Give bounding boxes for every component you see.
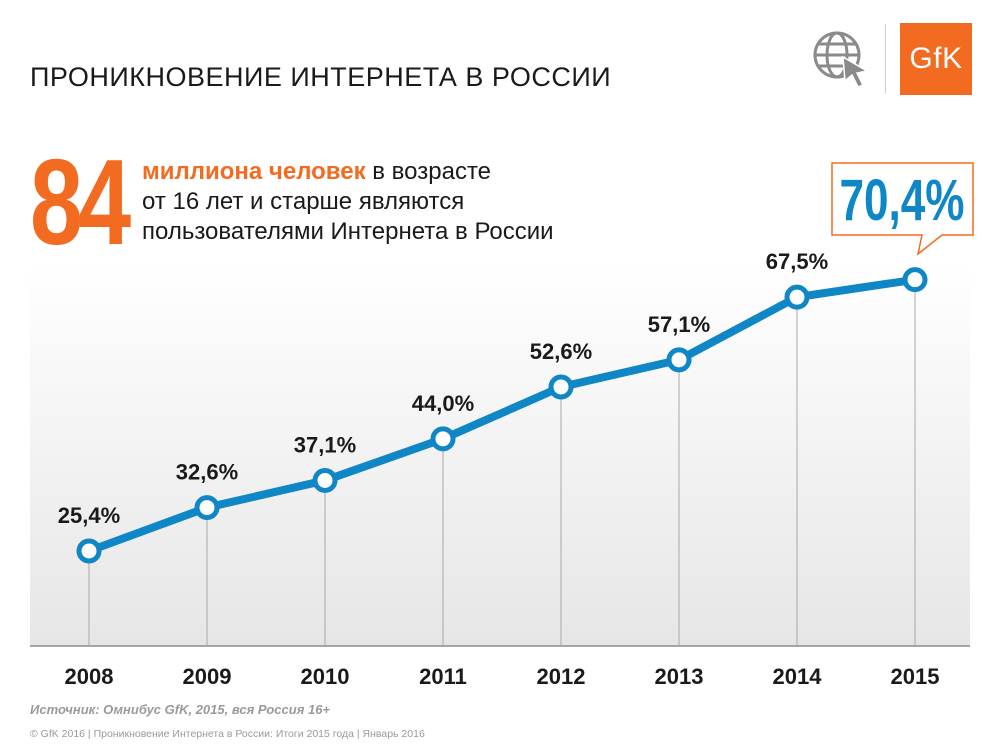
callout-box — [831, 162, 974, 256]
source-note: Источник: Омнибус GfK, 2015, вся Россия … — [30, 702, 331, 717]
data-point-2011 — [430, 426, 456, 452]
headline-line-2: от 16 лет и старше являются — [142, 188, 465, 215]
data-label-2011: 44,0% — [412, 391, 474, 416]
gfk-logo: GfK — [900, 23, 972, 95]
callout-value: 70,4% — [840, 168, 965, 233]
globe-cursor-icon — [813, 31, 870, 88]
data-point-2014 — [784, 284, 810, 310]
data-label-2013: 57,1% — [648, 312, 710, 337]
page-title: ПРОНИКНОВЕНИЕ ИНТЕРНЕТА В РОССИИ — [30, 62, 612, 92]
x-tick-label-2009: 2009 — [183, 664, 232, 689]
logo-area: GfK — [809, 22, 972, 96]
headline-line-1: миллиона человек в возрасте — [142, 157, 554, 187]
penetration-line-chart: 25,4% 32,6% 37,1% 44,0% 52,6% 57,1% 67,5% 2008… — [30, 162, 974, 689]
x-tick-label-2013: 2013 — [655, 664, 704, 689]
logo-divider — [885, 24, 886, 94]
headline-big-number: 84 — [30, 134, 131, 270]
x-tick-label-2010: 2010 — [301, 664, 350, 689]
x-tick-label-2008: 2008 — [65, 664, 114, 689]
data-label-2010: 37,1% — [294, 432, 356, 457]
data-label-2009: 32,6% — [176, 460, 238, 485]
data-point-2008 — [76, 538, 102, 564]
data-point-2009 — [194, 495, 220, 521]
x-tick-label-2014: 2014 — [773, 664, 823, 689]
data-point-2015 — [902, 267, 928, 293]
headline-highlight: миллиона человек — [142, 158, 366, 185]
data-label-2012: 52,6% — [530, 339, 592, 364]
series-line — [85, 275, 919, 555]
chart-background — [30, 262, 970, 646]
data-point-2013 — [666, 347, 692, 373]
data-point-2012 — [548, 374, 574, 400]
x-tick-label-2011: 2011 — [419, 664, 467, 689]
footer-text: © GfK 2016 | Проникновение Интернета в Р… — [30, 728, 425, 740]
data-point-2010 — [312, 467, 338, 493]
headline-line-3: пользователями Интернета в России — [142, 218, 554, 245]
headline-line-1-rest: в возрасте — [365, 158, 492, 185]
data-label-2014: 67,5% — [766, 249, 828, 274]
x-tick-label-2015: 2015 — [891, 664, 940, 689]
x-tick-label-2012: 2012 — [537, 664, 586, 689]
data-label-2008: 25,4% — [58, 503, 120, 528]
headline-text: миллиона человек в возрасте от 16 лет и … — [142, 157, 554, 247]
